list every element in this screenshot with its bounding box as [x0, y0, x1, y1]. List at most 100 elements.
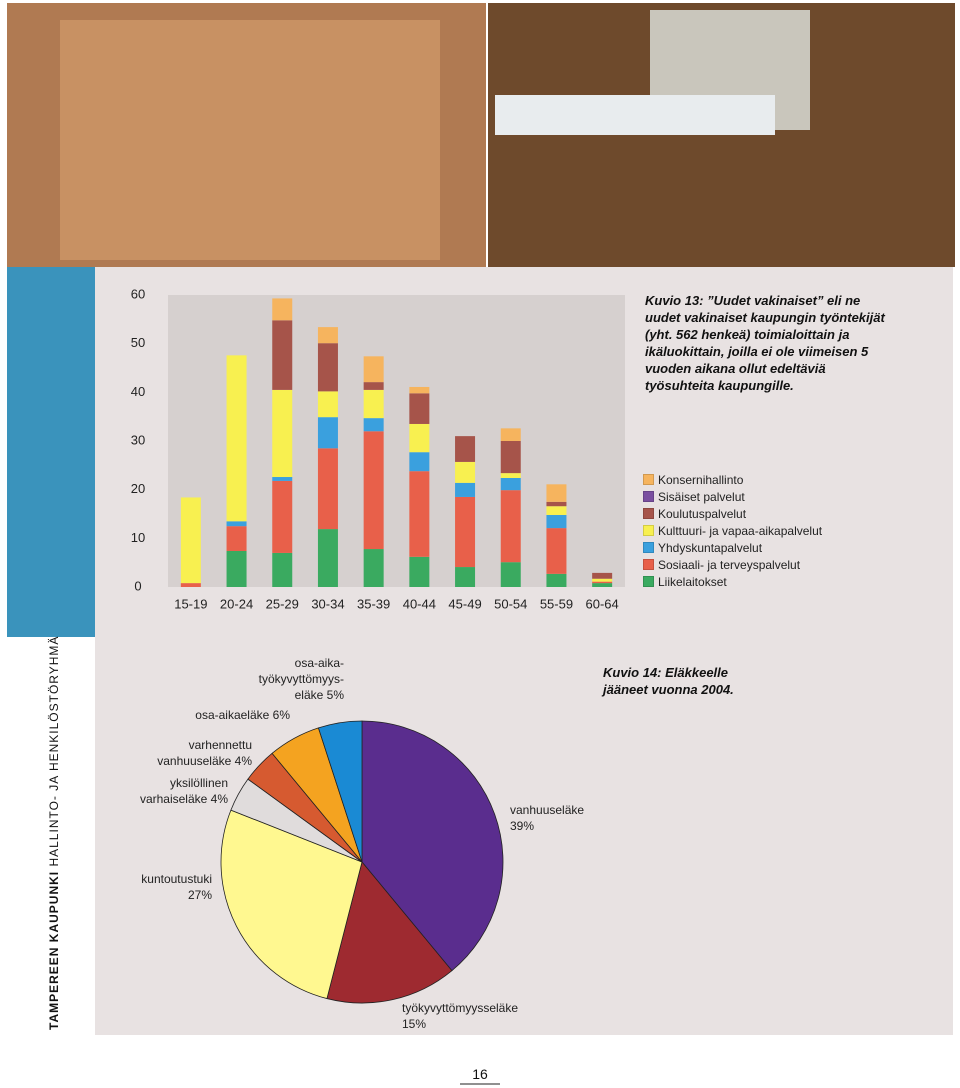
bar-segment: [226, 550, 247, 587]
legend-swatch: [643, 474, 654, 485]
bar-segment: [226, 521, 247, 527]
y-tick-label: 20: [131, 481, 145, 496]
bar-segment: [546, 506, 567, 515]
bar-segment: [363, 431, 384, 550]
chart-title: Kuvio 13: ”Uudet vakinaiset” eli ne uude…: [645, 293, 885, 393]
bar-segment: [272, 552, 293, 587]
legend-label: Koulutuspalvelut: [658, 507, 747, 521]
pie-category: työkyvyttömyysseläke: [402, 1001, 519, 1015]
y-tick-label: 10: [131, 530, 145, 545]
bar-segment: [592, 583, 613, 587]
bar-segment: [363, 418, 384, 432]
x-tick-label: 45-49: [448, 596, 481, 611]
bar-segment: [317, 327, 338, 344]
bar-segment: [455, 482, 476, 497]
bar-segment: [455, 496, 476, 568]
pie-category: yksilöllinen varhaiseläke: [139, 776, 228, 806]
bar-segment: [363, 382, 384, 390]
legend-swatch: [643, 508, 654, 519]
bar-segment: [317, 343, 338, 392]
bar-segment: [272, 477, 293, 481]
bar-segment: [500, 477, 521, 491]
bar-segment: [317, 529, 338, 587]
pie-slice: [317, 720, 363, 863]
x-tick-label: 60-64: [586, 596, 619, 611]
legend-swatch: [643, 576, 654, 587]
pie-slice: [220, 809, 363, 1000]
pie-label: kuntoutustuki 27%: [132, 871, 212, 903]
pie-label: osa-aikaeläke 6%: [180, 707, 290, 723]
legend-swatch: [643, 559, 654, 570]
pie-category: osa-aikaeläke: [195, 708, 270, 722]
photo-floor: [60, 20, 440, 260]
y-tick-label: 60: [131, 286, 145, 301]
x-tick-label: 25-29: [266, 596, 299, 611]
bar-segment: [546, 573, 567, 587]
bar-segment: [226, 355, 247, 522]
bar-segment: [500, 490, 521, 563]
y-tick-label: 30: [131, 432, 145, 447]
pie-value-label: 27%: [187, 888, 212, 902]
pie-value-label: 15%: [402, 1017, 427, 1031]
x-tick-label: 30-34: [311, 596, 344, 611]
bar-segment: [455, 436, 476, 462]
bar-segment: [546, 501, 567, 507]
legend: Konsernihallinto Sisäiset palvelut Koulutu…: [643, 472, 822, 591]
bar-segment: [546, 528, 567, 574]
bar-segment: [317, 391, 338, 418]
sidebar-bold: TAMPEREEN KAUPUNKI: [47, 870, 61, 1030]
x-tick-label: 40-44: [403, 596, 436, 611]
bar-segment: [546, 484, 567, 502]
pie-category: varhennettu vanhuuseläke: [157, 738, 252, 768]
legend-label: Sosiaali- ja terveyspalvelut: [658, 558, 801, 572]
bar-segment: [272, 320, 293, 390]
bar-segment: [409, 423, 430, 453]
pie-value-label: 6%: [272, 708, 290, 722]
legend-item: Koulutuspalvelut: [643, 506, 822, 523]
sidebar-text: TAMPEREEN KAUPUNKI HALLINTO- JA HENKILÖS…: [47, 636, 61, 1030]
y-tick-label: 0: [134, 578, 141, 593]
pie-category: vanhuuseläke: [510, 803, 585, 817]
bar-segment: [180, 497, 201, 584]
bar-segment: [592, 572, 613, 579]
bar-segment: [455, 461, 476, 483]
bar-segment: [546, 514, 567, 529]
photo-bench: [495, 95, 775, 135]
pie-label: varhennettu vanhuuseläke 4%: [152, 737, 252, 769]
chart-title: Kuvio 14: Eläkkeelle jääneet vuonna 2004…: [603, 665, 734, 697]
x-tick-label: 20-24: [220, 596, 253, 611]
pie-label: osa-aika-työkyvyttömyys-eläke 5%: [249, 655, 344, 703]
bar-segment: [500, 441, 521, 474]
bar-segment: [500, 473, 521, 478]
page-number: 16: [472, 1066, 488, 1082]
x-tick-label: 55-59: [540, 596, 573, 611]
x-tick-label: 50-54: [494, 596, 527, 611]
legend-label: Kulttuuri- ja vapaa-aikapalvelut: [658, 524, 823, 538]
pie-value-label: 4%: [234, 754, 252, 768]
y-tick-label: 50: [131, 335, 145, 350]
bar-segment: [317, 417, 338, 449]
bar-segment: [272, 480, 293, 553]
bar-segment: [409, 393, 430, 424]
legend-item: Konsernihallinto: [643, 472, 822, 489]
pie-category: kuntoutustuki: [141, 872, 212, 886]
bar-segment: [272, 298, 293, 321]
legend-item: Sisäiset palvelut: [643, 489, 822, 506]
bar-segment: [272, 389, 293, 478]
pie-slice: [361, 720, 504, 972]
legend-label: Sisäiset palvelut: [658, 490, 745, 504]
legend-item: Yhdyskuntapalvelut: [643, 540, 822, 557]
bar-segment: [455, 567, 476, 587]
sidebar-block: [7, 267, 95, 637]
pie-label: yksilöllinen varhaiseläke 4%: [133, 775, 228, 807]
bar-segment: [500, 562, 521, 587]
bar-segment: [317, 448, 338, 530]
legend-swatch: [643, 542, 654, 553]
bar-segment: [363, 549, 384, 587]
legend-swatch: [643, 491, 654, 502]
pie-value-label: 39%: [510, 819, 535, 833]
pie-label: työkyvyttömyysseläke 15%: [402, 1000, 527, 1032]
legend-swatch: [643, 525, 654, 536]
legend-label: Liikelaitokset: [658, 575, 727, 589]
bar-segment: [363, 389, 384, 419]
